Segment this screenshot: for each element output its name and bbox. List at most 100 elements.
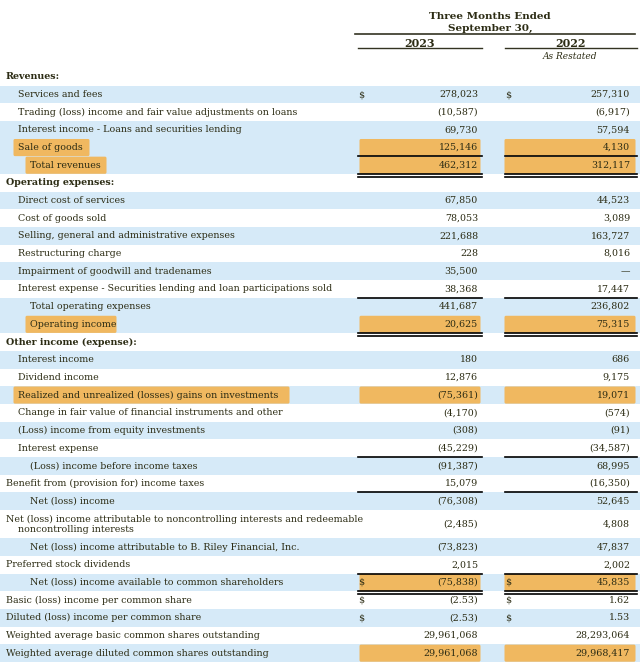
Text: Cost of goods sold: Cost of goods sold bbox=[18, 214, 106, 222]
Text: Benefit from (provision for) income taxes: Benefit from (provision for) income taxe… bbox=[6, 479, 204, 488]
Text: 228: 228 bbox=[460, 249, 478, 258]
FancyBboxPatch shape bbox=[360, 386, 481, 404]
Text: (73,823): (73,823) bbox=[437, 542, 478, 552]
FancyBboxPatch shape bbox=[504, 386, 636, 404]
Text: Direct cost of services: Direct cost of services bbox=[18, 196, 125, 205]
Text: 67,850: 67,850 bbox=[445, 196, 478, 205]
Bar bbox=[0, 315, 640, 333]
Text: Dividend income: Dividend income bbox=[18, 373, 99, 382]
Text: Net (loss) income attributable to noncontrolling interests and redeemable: Net (loss) income attributable to noncon… bbox=[6, 515, 363, 524]
Text: $: $ bbox=[358, 614, 364, 622]
Text: Total operating expenses: Total operating expenses bbox=[30, 302, 151, 311]
Text: 2022: 2022 bbox=[555, 38, 585, 49]
Text: 8,016: 8,016 bbox=[603, 249, 630, 258]
Text: Trading (loss) income and fair value adjustments on loans: Trading (loss) income and fair value adj… bbox=[18, 108, 298, 117]
Text: (Loss) income from equity investments: (Loss) income from equity investments bbox=[18, 426, 205, 435]
Text: 462,312: 462,312 bbox=[439, 161, 478, 170]
Text: 2,002: 2,002 bbox=[603, 560, 630, 569]
Text: Interest income: Interest income bbox=[18, 355, 94, 364]
Text: (2.53): (2.53) bbox=[449, 596, 478, 605]
Text: (75,361): (75,361) bbox=[437, 390, 478, 400]
Text: 38,368: 38,368 bbox=[445, 284, 478, 293]
Bar bbox=[0, 280, 640, 298]
Bar bbox=[0, 192, 640, 209]
FancyBboxPatch shape bbox=[504, 157, 636, 174]
Bar bbox=[0, 139, 640, 157]
Text: 78,053: 78,053 bbox=[445, 214, 478, 222]
Text: 69,730: 69,730 bbox=[445, 125, 478, 134]
Text: 19,071: 19,071 bbox=[597, 390, 630, 400]
Text: Preferred stock dividends: Preferred stock dividends bbox=[6, 560, 131, 569]
Text: $: $ bbox=[358, 596, 364, 605]
Text: Weighted average basic common shares outstanding: Weighted average basic common shares out… bbox=[6, 631, 260, 640]
Bar bbox=[0, 369, 640, 386]
Bar bbox=[0, 245, 640, 262]
Text: 1.53: 1.53 bbox=[609, 614, 630, 622]
Text: 29,968,417: 29,968,417 bbox=[575, 649, 630, 657]
Text: $: $ bbox=[505, 614, 511, 622]
Text: 9,175: 9,175 bbox=[603, 373, 630, 382]
Text: 12,876: 12,876 bbox=[445, 373, 478, 382]
Bar bbox=[0, 574, 640, 591]
FancyBboxPatch shape bbox=[504, 645, 636, 662]
Text: (75,838): (75,838) bbox=[437, 578, 478, 587]
Text: 68,995: 68,995 bbox=[596, 461, 630, 470]
Bar bbox=[0, 539, 640, 556]
Text: (2,485): (2,485) bbox=[444, 520, 478, 529]
Text: Sale of goods: Sale of goods bbox=[18, 143, 83, 152]
Text: 29,961,068: 29,961,068 bbox=[424, 649, 478, 657]
Bar bbox=[0, 351, 640, 369]
Text: Restructuring charge: Restructuring charge bbox=[18, 249, 122, 258]
Text: Revenues:: Revenues: bbox=[6, 72, 60, 81]
Text: 29,961,068: 29,961,068 bbox=[424, 631, 478, 640]
Bar bbox=[0, 333, 640, 351]
Text: (2.53): (2.53) bbox=[449, 614, 478, 622]
Bar bbox=[0, 227, 640, 245]
FancyBboxPatch shape bbox=[360, 157, 481, 174]
Text: 45,835: 45,835 bbox=[596, 578, 630, 587]
Text: 2023: 2023 bbox=[404, 38, 435, 49]
Bar bbox=[0, 157, 640, 174]
Text: 257,310: 257,310 bbox=[591, 90, 630, 99]
Text: 2,015: 2,015 bbox=[451, 560, 478, 569]
FancyBboxPatch shape bbox=[504, 316, 636, 333]
Text: Net (loss) income attributable to B. Riley Financial, Inc.: Net (loss) income attributable to B. Ril… bbox=[30, 542, 300, 552]
Text: (16,350): (16,350) bbox=[589, 479, 630, 488]
FancyBboxPatch shape bbox=[26, 316, 116, 333]
Text: 441,687: 441,687 bbox=[439, 302, 478, 311]
Text: Realized and unrealized (losses) gains on investments: Realized and unrealized (losses) gains o… bbox=[18, 390, 278, 400]
Text: 236,802: 236,802 bbox=[591, 302, 630, 311]
Text: $: $ bbox=[358, 578, 364, 587]
Text: (91,387): (91,387) bbox=[437, 461, 478, 470]
Text: September 30,: September 30, bbox=[448, 24, 532, 33]
Bar bbox=[0, 440, 640, 457]
Text: 28,293,064: 28,293,064 bbox=[575, 631, 630, 640]
Bar bbox=[0, 556, 640, 574]
Bar bbox=[0, 68, 640, 86]
Bar bbox=[0, 404, 640, 422]
Bar bbox=[0, 262, 640, 280]
Text: Operating income: Operating income bbox=[30, 320, 116, 329]
Text: (45,229): (45,229) bbox=[437, 444, 478, 453]
Text: —: — bbox=[621, 267, 630, 276]
Text: Weighted average diluted common shares outstanding: Weighted average diluted common shares o… bbox=[6, 649, 269, 657]
Text: 3,089: 3,089 bbox=[603, 214, 630, 222]
Bar bbox=[0, 627, 640, 644]
Bar bbox=[0, 86, 640, 104]
Text: Operating expenses:: Operating expenses: bbox=[6, 179, 115, 187]
Text: 4,130: 4,130 bbox=[603, 143, 630, 152]
Text: Interest income - Loans and securities lending: Interest income - Loans and securities l… bbox=[18, 125, 242, 134]
Text: 17,447: 17,447 bbox=[597, 284, 630, 293]
Text: (76,308): (76,308) bbox=[437, 497, 478, 505]
Text: 35,500: 35,500 bbox=[445, 267, 478, 276]
Text: Interest expense - Securities lending and loan participations sold: Interest expense - Securities lending an… bbox=[18, 284, 332, 293]
Text: Interest expense: Interest expense bbox=[18, 444, 99, 453]
Text: (6,917): (6,917) bbox=[595, 108, 630, 117]
Text: (Loss) income before income taxes: (Loss) income before income taxes bbox=[30, 461, 198, 470]
Text: 312,117: 312,117 bbox=[591, 161, 630, 170]
Bar bbox=[0, 510, 640, 539]
Text: 278,023: 278,023 bbox=[439, 90, 478, 99]
Text: Basic (loss) income per common share: Basic (loss) income per common share bbox=[6, 596, 192, 605]
Bar bbox=[0, 104, 640, 121]
Text: Net (loss) income: Net (loss) income bbox=[30, 497, 115, 505]
